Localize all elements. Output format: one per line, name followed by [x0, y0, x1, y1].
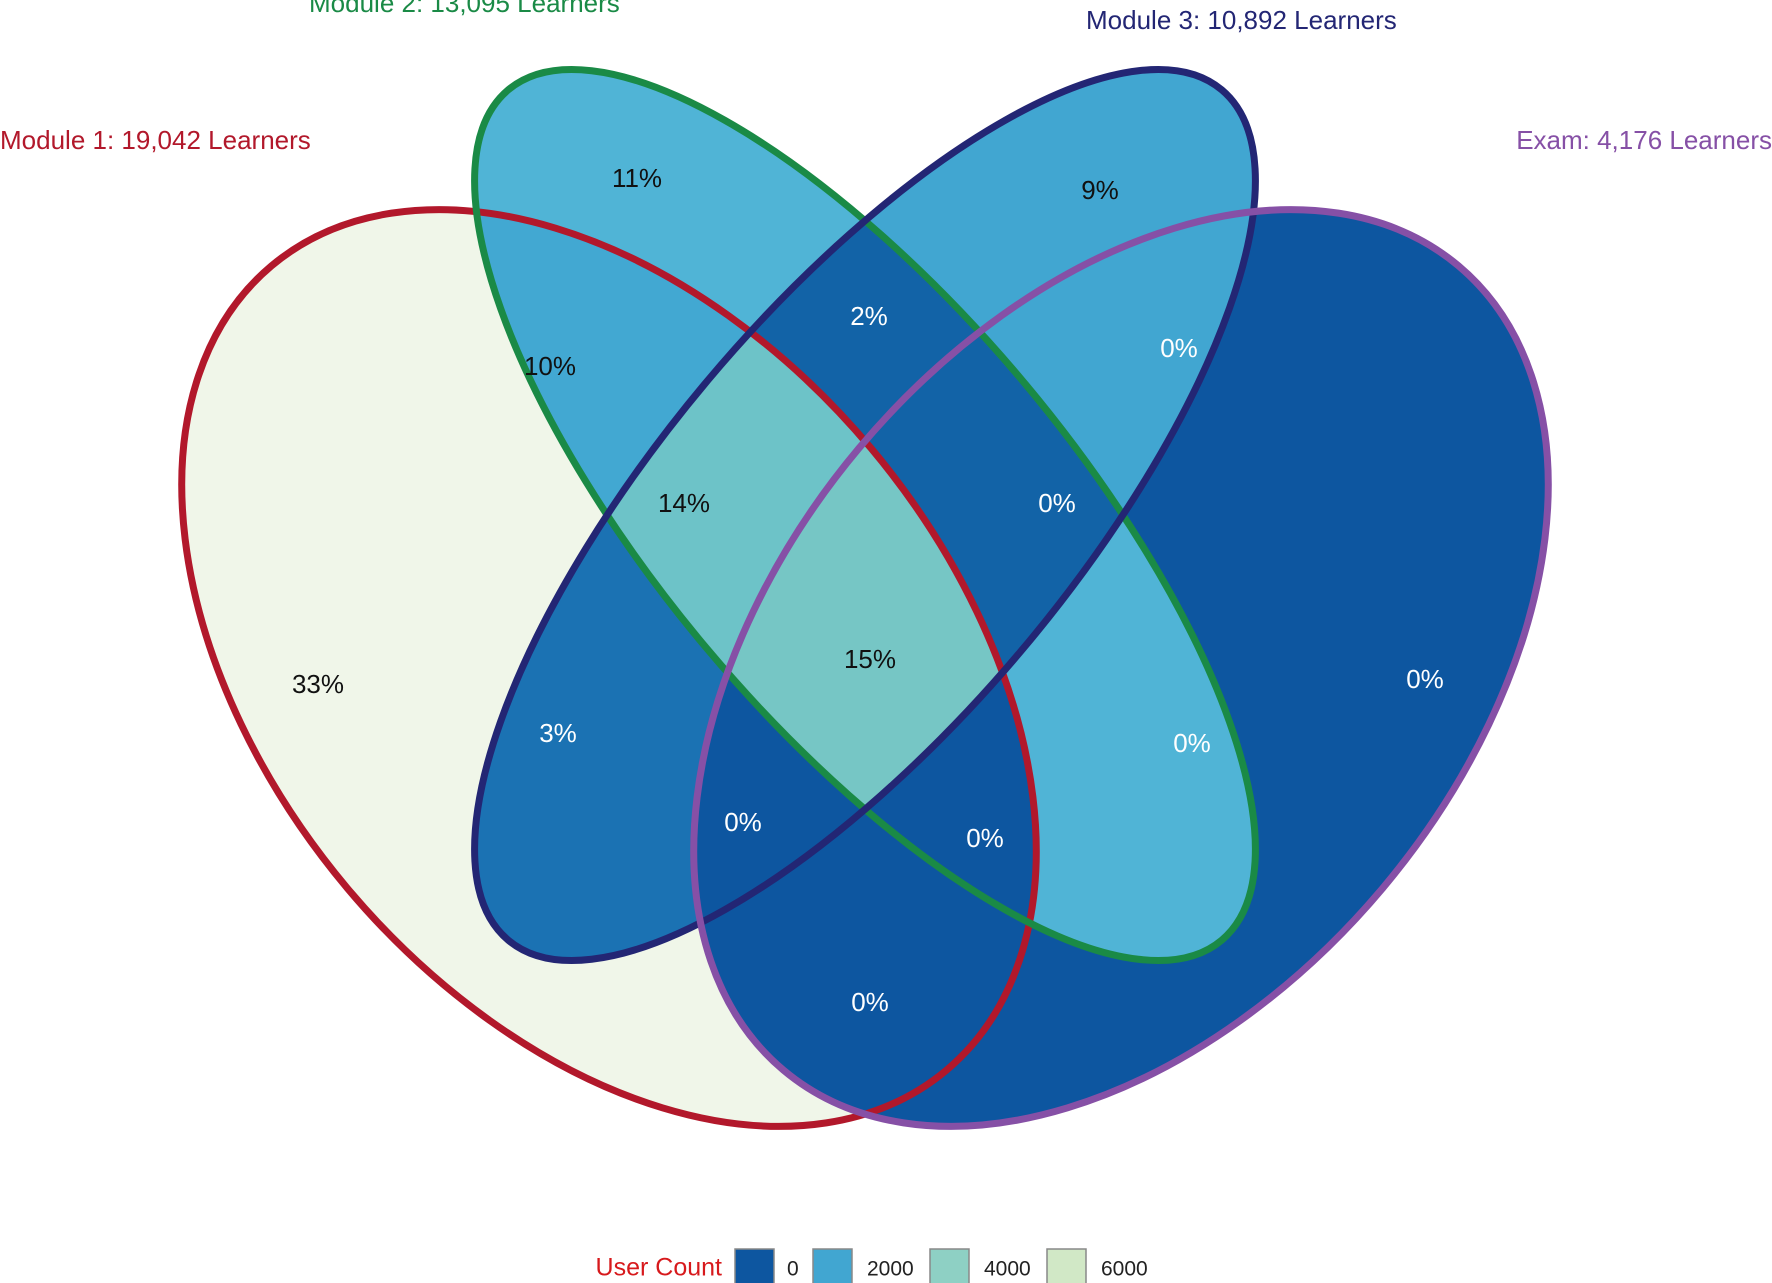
- legend-label-0: 0: [787, 1258, 799, 1281]
- set-labels: Module 1: 19,042 Learners Module 2: 13,0…: [0, 0, 1772, 155]
- outline-module-3: [471, 66, 1259, 964]
- region-label-module-1-3: 3%: [539, 718, 577, 748]
- region-label-module-3-only: 9%: [1081, 175, 1119, 205]
- outline-module-1: [178, 206, 1040, 1130]
- region-label-module-2-3-exam: 0%: [1038, 488, 1076, 518]
- legend-swatch-0: [734, 1248, 775, 1283]
- set-label-exam: Exam: 4,176 Learners: [1516, 125, 1772, 155]
- legend-label-2000: 2000: [867, 1258, 914, 1281]
- region-label-module-2-3: 2%: [850, 301, 888, 331]
- legend-swatch-4000: [929, 1248, 970, 1283]
- legend-label-6000: 6000: [1101, 1258, 1148, 1281]
- region-label-module-1-2-exam: 0%: [966, 823, 1004, 853]
- region-label-module-1-2: 10%: [524, 351, 576, 381]
- region-label-module-3-exam: 0%: [1160, 333, 1198, 363]
- region-label-all-four: 15%: [844, 644, 896, 674]
- region-label-module-1-2-3: 14%: [658, 488, 710, 518]
- outline-module-2: [471, 66, 1259, 964]
- region-label-module-2-only: 11%: [612, 163, 662, 193]
- region-label-module-1-exam: 0%: [851, 987, 889, 1017]
- legend-swatch-2000: [812, 1248, 853, 1283]
- set-label-module-2: Module 2: 13,095 Learners: [309, 0, 620, 18]
- region-labels: 33% 11% 9% 0% 10% 2% 0% 14% 0% 15% 3% 0%…: [292, 163, 1444, 1017]
- legend-swatch-6000: [1046, 1248, 1087, 1283]
- venn-outlines: [178, 66, 1552, 1130]
- set-label-module-1: Module 1: 19,042 Learners: [0, 125, 311, 155]
- set-label-module-3: Module 3: 10,892 Learners: [1086, 5, 1397, 35]
- legend-title: User Count: [596, 1254, 722, 1282]
- region-label-module-2-exam: 0%: [1173, 728, 1211, 758]
- legend-label-4000: 4000: [984, 1258, 1031, 1281]
- region-label-exam-only: 0%: [1406, 664, 1444, 694]
- outline-exam: [690, 206, 1552, 1130]
- region-label-module-1-only: 33%: [292, 669, 344, 699]
- region-label-module-1-3-exam: 0%: [724, 807, 762, 837]
- venn-region-fills: [181, 69, 1549, 1127]
- legend: User Count 0 2000 4000 6000: [596, 1248, 1148, 1283]
